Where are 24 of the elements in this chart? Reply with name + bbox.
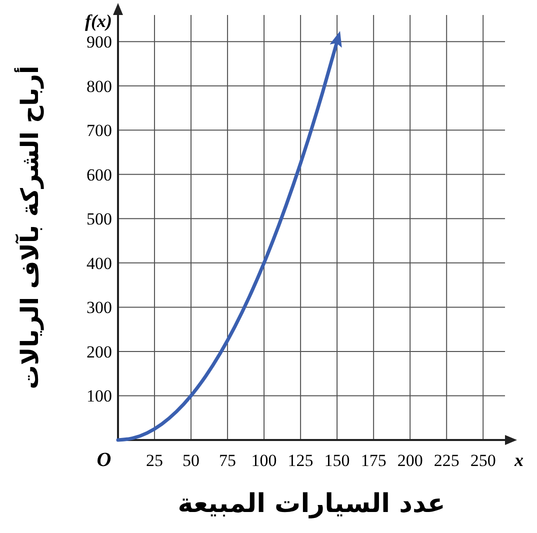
y-axis-title: أرباح الشركة بآلاف الريالات	[14, 66, 44, 390]
x-tick-label: 50	[182, 451, 200, 470]
y-tick-label: 300	[86, 298, 112, 318]
y-tick-label: 700	[86, 121, 112, 140]
text: O	[96, 449, 112, 471]
text: f(x)	[85, 11, 112, 31]
y-tick-label: 900	[86, 32, 112, 52]
x-tick-label: 100	[251, 451, 277, 470]
x-tick-label: 125	[288, 451, 314, 470]
y-tick-label: 100	[86, 386, 112, 406]
x-axis-title: عدد السيارات المبيعة	[178, 489, 446, 519]
y-tick-label: 600	[86, 165, 112, 184]
x-tick-label: 225	[434, 451, 460, 470]
x-tick-label: 75	[219, 451, 236, 470]
y-tick-label: 400	[86, 254, 112, 273]
x-tick-label: 25	[146, 451, 164, 470]
y-tick-label: 200	[86, 342, 112, 362]
x-tick-label: 200	[397, 451, 423, 470]
y-tick-label: 800	[86, 76, 112, 96]
x-tick-label: 175	[360, 451, 386, 470]
x-tick-label: 250	[470, 451, 496, 470]
text: x	[514, 450, 524, 470]
y-tick-label: 500	[86, 210, 112, 229]
x-tick-label: 150	[324, 451, 350, 470]
